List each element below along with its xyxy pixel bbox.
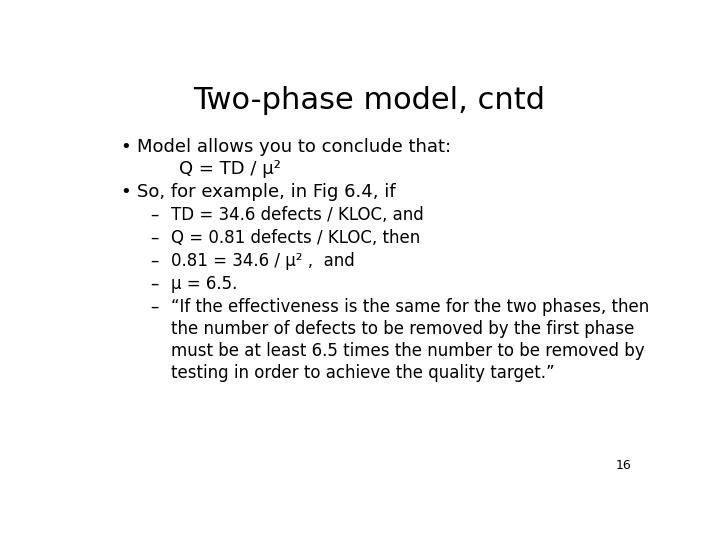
Text: 0.81 = 34.6 / μ² ,  and: 0.81 = 34.6 / μ² , and (171, 252, 355, 270)
Text: –: – (150, 252, 158, 270)
Text: So, for example, in Fig 6.4, if: So, for example, in Fig 6.4, if (138, 183, 396, 201)
Text: •: • (121, 183, 132, 201)
Text: –: – (150, 206, 158, 224)
Text: –: – (150, 298, 158, 316)
Text: Model allows you to conclude that:: Model allows you to conclude that: (138, 138, 451, 156)
Text: Q = TD / μ²: Q = TD / μ² (179, 160, 281, 178)
Text: Q = 0.81 defects / KLOC, then: Q = 0.81 defects / KLOC, then (171, 229, 420, 247)
Text: TD = 34.6 defects / KLOC, and: TD = 34.6 defects / KLOC, and (171, 206, 423, 224)
Text: –: – (150, 229, 158, 247)
Text: “If the effectiveness is the same for the two phases, then
the number of defects: “If the effectiveness is the same for th… (171, 298, 649, 382)
Text: •: • (121, 138, 132, 156)
Text: μ = 6.5.: μ = 6.5. (171, 275, 238, 293)
Text: –: – (150, 275, 158, 293)
Text: Two-phase model, cntd: Two-phase model, cntd (193, 85, 545, 114)
Text: 16: 16 (616, 460, 631, 472)
